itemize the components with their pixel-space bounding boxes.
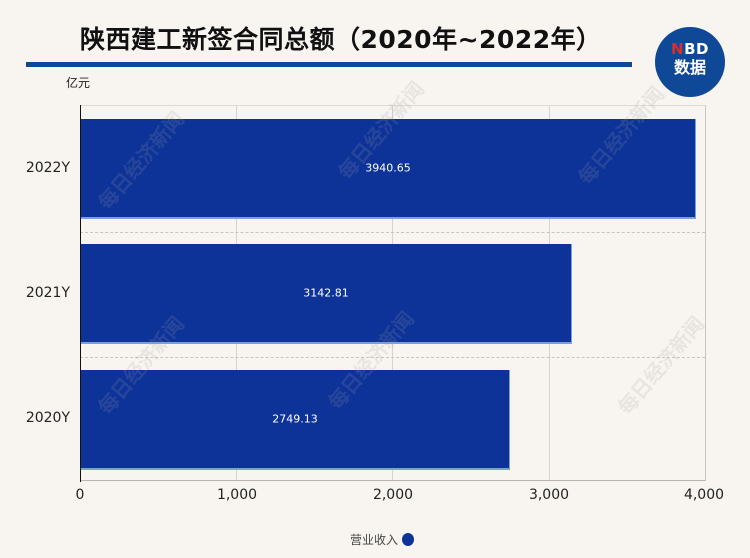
bar-value-label: 3940.65: [365, 161, 411, 175]
legend-label: 营业收入: [350, 533, 399, 547]
x-tick-label: 4,000: [683, 487, 725, 503]
logo-subtext: 数据: [673, 58, 706, 77]
bar-2020[interactable]: 2749.13: [80, 370, 510, 470]
bar-2021[interactable]: 3142.81: [80, 244, 572, 344]
category-label: 2020Y: [25, 410, 70, 426]
bar-value-label: 3142.81: [303, 286, 349, 300]
legend-item[interactable]: 营业收入: [350, 531, 415, 548]
plot-area: 3940.65 3142.81 2749.13: [80, 105, 706, 481]
bar-value-label: 2749.13: [272, 412, 318, 426]
x-tick-label: 2,000: [372, 487, 414, 503]
logo-accent-letter: N: [671, 40, 685, 58]
unit-label: 亿元: [66, 76, 91, 90]
nbd-logo: NBD 数据: [655, 27, 725, 97]
category-separator: [80, 357, 705, 358]
x-tick-label: 3,000: [528, 487, 570, 503]
category-separator: [80, 232, 705, 233]
y-axis-line: [80, 105, 81, 482]
chart-title: 陕西建工新签合同总额（2020年~2022年）: [80, 25, 602, 54]
x-tick-label: 0: [75, 487, 85, 503]
logo-text: BD: [684, 40, 709, 58]
title-underline: [26, 62, 632, 67]
legend-dot-icon: [402, 533, 415, 546]
category-label: 2021Y: [25, 285, 70, 301]
bar-2022[interactable]: 3940.65: [80, 119, 696, 219]
x-tick-label: 1,000: [216, 487, 258, 503]
category-label: 2022Y: [25, 160, 70, 176]
